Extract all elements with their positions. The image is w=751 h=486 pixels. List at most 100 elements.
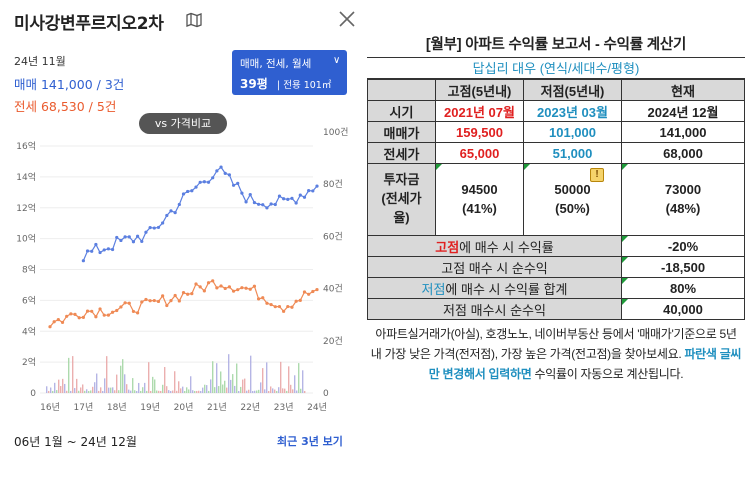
- data-point: [115, 235, 119, 240]
- volume-bar: [92, 386, 94, 393]
- time-high-cell[interactable]: 2023년 03월: [523, 100, 622, 122]
- high-word: 고점: [435, 239, 460, 255]
- time-low-cell[interactable]: 2021년 07월: [435, 100, 524, 122]
- y-left-tick: 0: [30, 389, 36, 399]
- y-right-tick: 0: [323, 389, 329, 399]
- data-point: [219, 284, 223, 288]
- volume-bar: [140, 390, 142, 393]
- volume-bar: [50, 387, 52, 393]
- data-point: [223, 171, 227, 175]
- map-icon[interactable]: [186, 12, 202, 28]
- data-point: [252, 200, 257, 205]
- report-subtitle[interactable]: 답십리 대우 (연식/세대수/평형): [367, 58, 745, 79]
- high-yield-value[interactable]: -20%: [621, 235, 745, 257]
- data-point: [244, 286, 248, 290]
- deal-area-label: | 전용 101㎡: [277, 80, 332, 91]
- data-point: [131, 240, 136, 244]
- rent-low-cell[interactable]: 65,000: [435, 142, 524, 164]
- data-point: [248, 193, 252, 197]
- time-now-cell[interactable]: 2024년 12월: [621, 100, 745, 122]
- volume-bar: [116, 374, 118, 393]
- volume-bar: [124, 374, 126, 393]
- data-point: [106, 247, 111, 251]
- close-icon[interactable]: [338, 10, 356, 28]
- volume-bar: [216, 363, 218, 393]
- instruction-note: 아파트실거래가(아실), 호갱노노, 네이버부동산 등에서 '매매가'기준으로 …: [367, 320, 745, 388]
- x-tick: 23년: [274, 402, 294, 413]
- yield-table: 고점(5년내) 저점(5년내) 현재 시기 2021년 07월 2023년 03…: [367, 79, 745, 320]
- y-left-tick: 4억: [22, 325, 36, 337]
- y-left-tick: 6억: [22, 294, 36, 306]
- volume-bar: [260, 382, 262, 393]
- volume-bar: [178, 381, 180, 393]
- data-point: [302, 290, 307, 294]
- data-point: [148, 225, 152, 230]
- data-point: [85, 249, 90, 253]
- compare-button[interactable]: vs 가격비교: [139, 113, 227, 134]
- data-point: [144, 297, 148, 302]
- sale-now-cell[interactable]: 141,000: [621, 121, 745, 143]
- invest-low-cell[interactable]: 94500 (41%): [435, 163, 524, 236]
- volume-bar: [144, 382, 146, 393]
- data-point: [69, 312, 73, 316]
- price-chart[interactable]: 0 2억 4억 6억 8억 10억 12억 14억 16억 0 20건 40건 60건 80건 100건 16…: [0, 118, 362, 420]
- apartment-panel: 미사강변푸르지오2차 24년 11월 매매 141,000 / 3건 전세 68…: [0, 0, 362, 486]
- data-point: [215, 286, 219, 290]
- volume-bar: [82, 384, 84, 393]
- volume-bar: [154, 379, 156, 393]
- volume-bar: [196, 390, 198, 393]
- volume-bar: [278, 387, 280, 393]
- volume-bar: [188, 389, 190, 393]
- data-point: [110, 310, 115, 314]
- data-point: [119, 305, 123, 309]
- invest-high-cell[interactable]: ! 50000 (50%): [523, 163, 622, 236]
- data-point: [290, 196, 294, 200]
- volume-bar: [66, 390, 68, 393]
- rent-high-cell[interactable]: 51,000: [523, 142, 622, 164]
- volume-bar: [146, 390, 148, 393]
- apartment-title: 미사강변푸르지오2차: [14, 14, 164, 34]
- data-point: [294, 201, 298, 205]
- data-point: [269, 202, 273, 206]
- volume-bar: [64, 383, 66, 393]
- low-yield-value[interactable]: 80%: [621, 277, 745, 299]
- volume-bar: [104, 378, 106, 393]
- data-point: [102, 248, 106, 252]
- data-point: [148, 299, 152, 303]
- warning-icon[interactable]: !: [590, 168, 604, 182]
- sale-high-cell[interactable]: 101,000: [523, 121, 622, 143]
- high-yield-text: 에 매수 시 수익률: [459, 239, 554, 255]
- data-point: [282, 197, 286, 201]
- rent-now-cell[interactable]: 68,000: [621, 142, 745, 164]
- data-point: [211, 176, 215, 180]
- data-point: [269, 302, 273, 307]
- volume-bar: [54, 382, 56, 393]
- data-point: [81, 259, 85, 263]
- data-point: [98, 250, 102, 255]
- recent-3y-button[interactable]: 최근 3년 보기: [277, 435, 343, 448]
- data-point: [161, 221, 165, 225]
- volume-bar: [182, 386, 184, 393]
- data-point: [202, 289, 206, 293]
- data-point: [290, 305, 294, 309]
- volume-bar: [272, 388, 274, 393]
- data-point: [307, 292, 311, 296]
- data-point: [136, 311, 140, 315]
- volume-bar: [228, 354, 230, 393]
- sale-low-cell[interactable]: 159,500: [435, 121, 524, 143]
- data-point: [181, 192, 186, 196]
- volume-bar: [80, 387, 82, 393]
- volume-bar: [276, 390, 278, 393]
- invest-now-cell[interactable]: 73000 (48%): [621, 163, 745, 236]
- data-point: [227, 173, 231, 177]
- volume-bar: [156, 390, 158, 393]
- volume-bar: [198, 390, 200, 393]
- low-profit-value[interactable]: 40,000: [621, 298, 745, 320]
- high-profit-value[interactable]: -18,500: [621, 256, 745, 278]
- deal-filter-dropdown[interactable]: 매매, 전세, 월세 ∨ 39평 | 전용 101㎡: [232, 50, 347, 95]
- data-point: [169, 299, 173, 303]
- invest-high-ratio: (50%): [555, 200, 590, 216]
- data-point: [140, 239, 144, 244]
- volume-bar: [234, 385, 236, 393]
- volume-bar: [166, 386, 168, 393]
